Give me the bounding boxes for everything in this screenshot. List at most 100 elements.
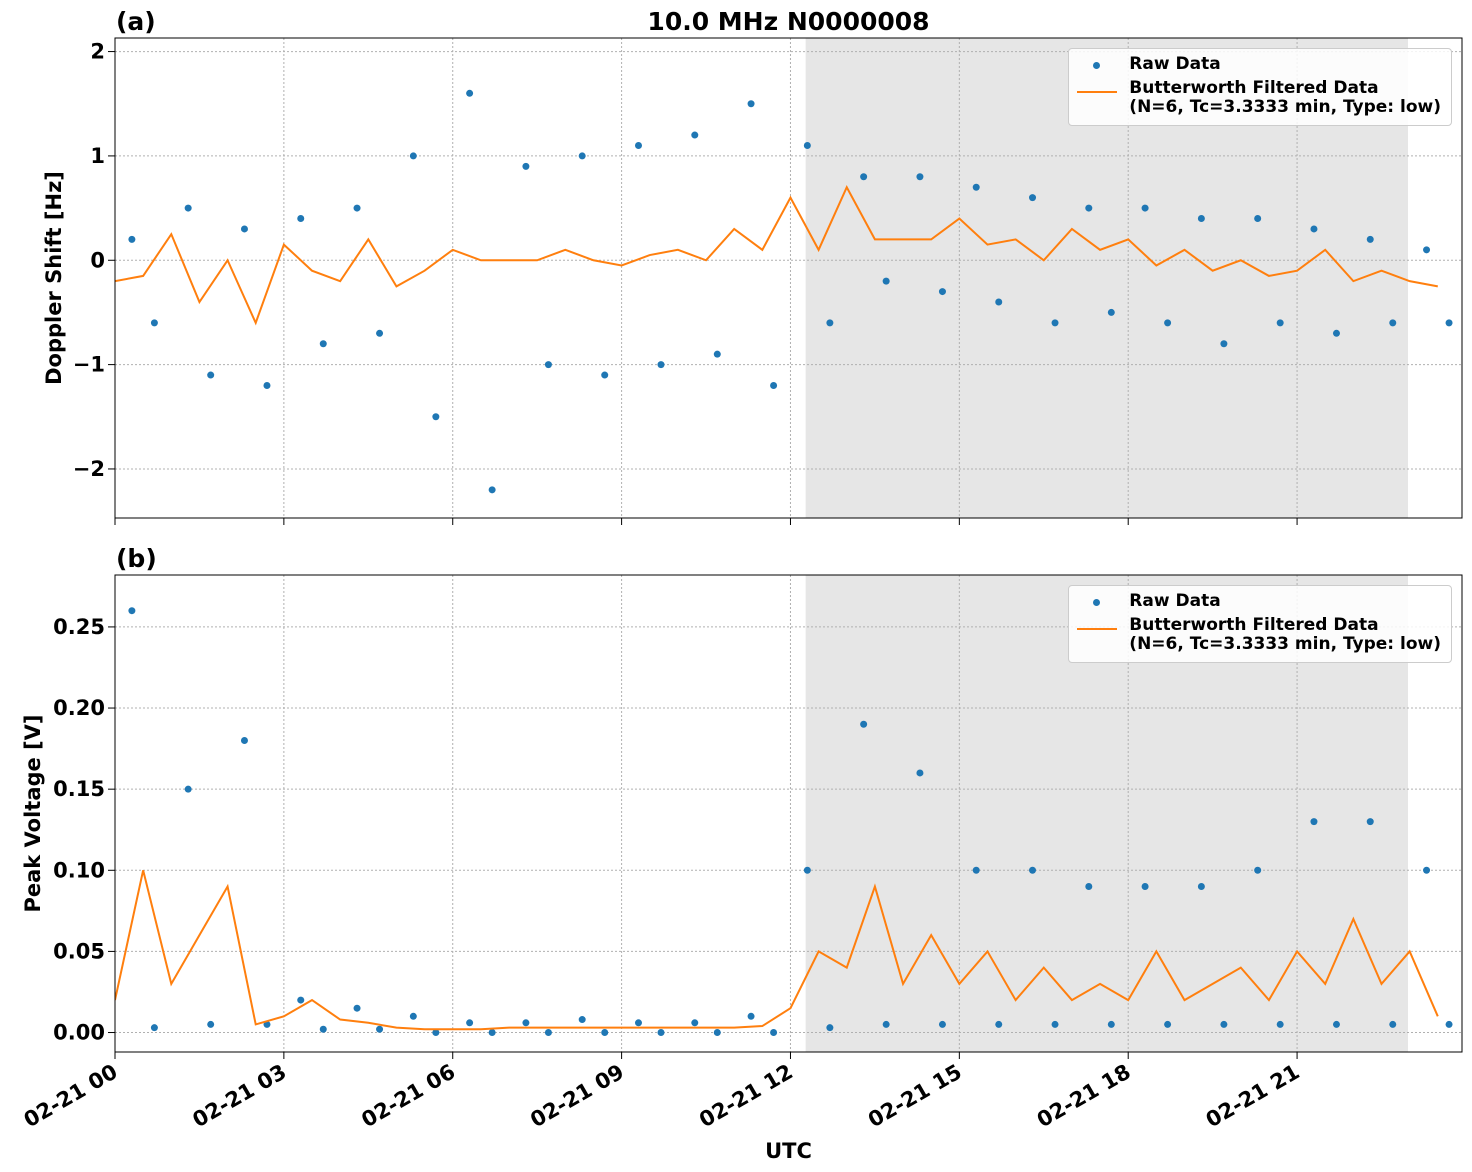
raw-point <box>1389 319 1397 327</box>
raw-point <box>803 866 811 874</box>
raw-point <box>1051 1020 1059 1028</box>
raw-point <box>184 204 192 212</box>
raw-point <box>1276 319 1284 327</box>
raw-point <box>1310 225 1318 233</box>
legend: Raw Data Butterworth Filtered Data (N=6, … <box>1068 48 1452 126</box>
raw-point <box>319 340 327 348</box>
x-tick-label: 02-21 15 <box>864 1060 966 1133</box>
raw-point <box>803 141 811 149</box>
filtered-line <box>115 184 1438 326</box>
raw-point <box>1423 246 1431 254</box>
raw-point <box>578 1016 586 1024</box>
axes-frame <box>114 37 1463 519</box>
raw-point <box>601 1029 609 1037</box>
raw-point <box>1164 1020 1172 1028</box>
y-axis-label: Peak Voltage [V] <box>21 714 45 912</box>
raw-point <box>1141 204 1149 212</box>
raw-point <box>1423 866 1431 874</box>
legend-label: Butterworth Filtered Data (N=6, Tc=3.333… <box>1129 78 1441 117</box>
raw-point <box>240 736 248 744</box>
y-tick-label: −2 <box>73 457 105 481</box>
chart-title: 10.0 MHz N0000008 <box>647 7 929 36</box>
x-tick-label: 02-21 18 <box>1033 1060 1135 1133</box>
x-tick-label: 02-21 06 <box>357 1060 459 1133</box>
legend-label: Raw Data <box>1129 54 1221 74</box>
raw-point <box>1366 818 1374 826</box>
raw-point <box>1051 319 1059 327</box>
raw-point <box>1197 215 1205 223</box>
raw-point <box>634 1019 642 1027</box>
raw-point <box>263 381 271 389</box>
legend-line <box>1077 91 1118 93</box>
raw-point <box>353 204 361 212</box>
raw-point <box>747 1012 755 1020</box>
raw-point <box>240 225 248 233</box>
raw-point <box>1141 883 1149 891</box>
legend-dot <box>1093 599 1101 606</box>
raw-point <box>522 1019 530 1027</box>
raw-point <box>150 319 158 327</box>
raw-point <box>601 371 609 379</box>
raw-point <box>488 1029 496 1037</box>
raw-point <box>691 1019 699 1027</box>
legend-label: Butterworth Filtered Data (N=6, Tc=3.333… <box>1129 615 1441 654</box>
x-tick-label: 02-21 12 <box>695 1060 797 1133</box>
raw-point <box>860 720 868 728</box>
y-tick-label: 0.05 <box>53 939 105 963</box>
raw-point <box>544 361 552 369</box>
filtered-line <box>115 870 1439 1031</box>
panel-label: (a) <box>116 7 156 36</box>
raw-point <box>297 996 305 1004</box>
raw-point <box>1029 866 1037 874</box>
raw-point <box>860 173 868 181</box>
raw-point <box>1029 194 1037 202</box>
raw-point <box>826 319 834 327</box>
axes-frame <box>114 574 1463 1053</box>
plot-area <box>115 89 1453 494</box>
raw-point <box>1389 1020 1397 1028</box>
raw-point <box>544 1029 552 1037</box>
raw-point <box>409 152 417 160</box>
y-tick-label: 0.00 <box>53 1021 105 1045</box>
raw-point <box>972 183 980 191</box>
raw-point <box>657 361 665 369</box>
raw-point <box>207 1020 215 1028</box>
y-tick-label: 1 <box>90 144 105 168</box>
legend-entry: Butterworth Filtered Data (N=6, Tc=3.333… <box>1077 616 1441 654</box>
raw-point <box>1107 1020 1115 1028</box>
legend-label: Raw Data <box>1129 591 1221 611</box>
raw-point <box>1254 215 1262 223</box>
y-tick-label: 0 <box>90 248 105 272</box>
raw-point <box>713 350 721 358</box>
legend-key <box>1077 592 1117 614</box>
raw-point <box>522 162 530 170</box>
raw-point <box>319 1025 327 1033</box>
y-tick-label: 0.25 <box>53 615 105 639</box>
legend-key <box>1077 616 1118 638</box>
x-tick-label: 02-21 21 <box>1202 1060 1304 1133</box>
raw-point <box>995 298 1003 306</box>
raw-point <box>747 100 755 108</box>
raw-point <box>882 1020 890 1028</box>
raw-point <box>409 1012 417 1020</box>
raw-point <box>150 1024 158 1032</box>
y-tick-label: 0.20 <box>53 696 105 720</box>
raw-point <box>770 381 778 389</box>
y-tick-label: 2 <box>90 40 105 64</box>
raw-point <box>466 1019 474 1027</box>
raw-point <box>1085 883 1093 891</box>
raw-point <box>466 89 474 97</box>
raw-point <box>1276 1020 1284 1028</box>
raw-point <box>1254 866 1262 874</box>
y-tick-label: 0.15 <box>53 777 105 801</box>
raw-point <box>882 277 890 285</box>
raw-point <box>432 1029 440 1037</box>
raw-point <box>634 141 642 149</box>
raw-point <box>1164 319 1172 327</box>
raw-point <box>657 1029 665 1037</box>
legend-entry: Raw Data <box>1077 55 1441 77</box>
y-tick-label: 0.10 <box>53 858 105 882</box>
raw-point <box>207 371 215 379</box>
raw-point <box>184 785 192 793</box>
